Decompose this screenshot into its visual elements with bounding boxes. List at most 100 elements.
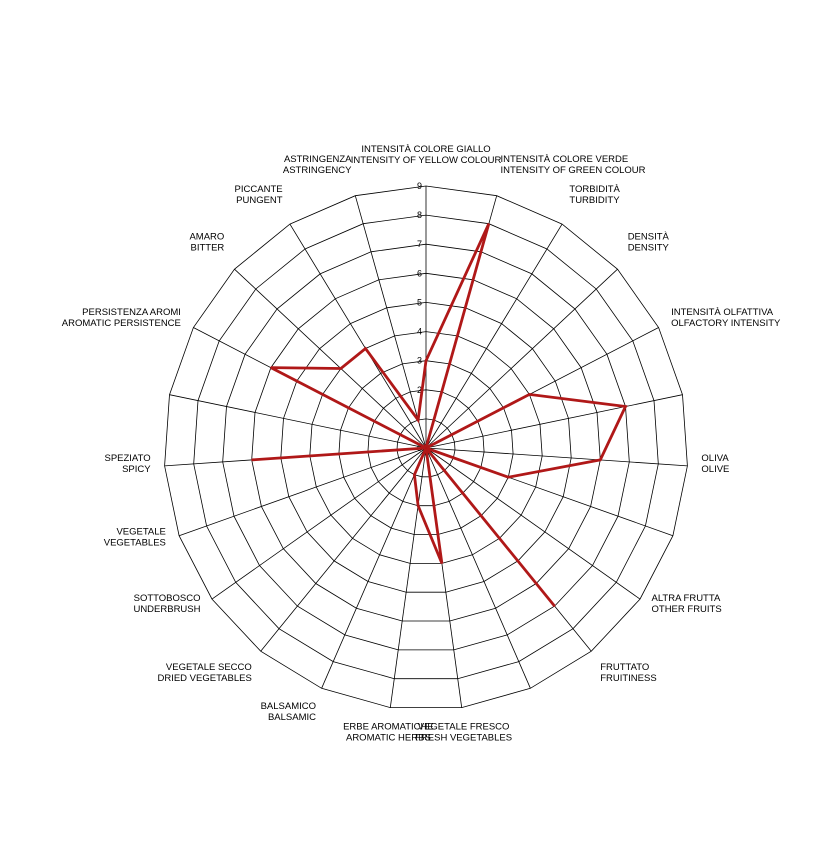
spoke-16 bbox=[178, 447, 427, 537]
axis-label-it: SOTTOBOSCO bbox=[134, 593, 201, 604]
axis-label-en: DRIED VEGETABLES bbox=[157, 673, 251, 684]
tick-label-5: 5 bbox=[417, 297, 422, 307]
axis-label-en: PUNGENT bbox=[236, 195, 283, 206]
spoke-10 bbox=[425, 447, 531, 689]
spoke-18 bbox=[169, 394, 427, 449]
axis-label-en: INTENSITY OF GREEN COLOUR bbox=[501, 165, 646, 176]
grid-ring-5 bbox=[280, 301, 572, 593]
spoke-20 bbox=[234, 268, 427, 449]
data-point-19 bbox=[270, 367, 272, 369]
axis-label-it: ERBE AROMATICHE bbox=[343, 721, 434, 732]
spoke-6 bbox=[425, 447, 688, 467]
spoke-22 bbox=[354, 195, 427, 449]
axis-label-it: ASTRINGENZA bbox=[284, 154, 352, 165]
axis-label-en: AROMATIC PERSISTENCE bbox=[62, 318, 181, 329]
axis-label-en: VEGETABLES bbox=[104, 537, 166, 548]
axis-label-en: OTHER FRUITS bbox=[652, 604, 722, 615]
grid-ring-2 bbox=[367, 389, 485, 507]
axis-label-it: SPEZIATO bbox=[104, 453, 150, 464]
data-point-22 bbox=[417, 419, 419, 421]
spoke-15 bbox=[211, 447, 427, 600]
data-point-4 bbox=[528, 393, 531, 395]
axis-label-it: AMARO bbox=[189, 232, 224, 243]
axis-label-it: DENSITÀ bbox=[628, 232, 670, 243]
radar-spokes bbox=[164, 186, 688, 708]
tick-label-3: 3 bbox=[417, 356, 422, 366]
axis-label-it: PICCANTE bbox=[235, 184, 283, 195]
axis-label-en: OLFACTORY INTENSITY bbox=[671, 318, 781, 329]
grid-ring-4 bbox=[309, 331, 543, 564]
axis-label-en: ASTRINGENCY bbox=[283, 165, 352, 176]
axis-label-en: UNDERBRUSH bbox=[133, 604, 200, 615]
data-point-20 bbox=[340, 367, 342, 370]
grid-ring-9 bbox=[164, 185, 688, 708]
axis-label-en: BALSAMIC bbox=[268, 712, 316, 723]
axis-label-it: VEGETALE FRESCO bbox=[418, 721, 510, 732]
axis-label-it: OLIVA bbox=[701, 453, 729, 464]
axis-label-it: TORBIDITÀ bbox=[569, 184, 620, 195]
series-polygon-group bbox=[251, 223, 628, 607]
radar-grid bbox=[164, 185, 688, 708]
spoke-8 bbox=[425, 447, 641, 600]
data-point-11 bbox=[441, 562, 443, 565]
data-point-21 bbox=[364, 347, 367, 350]
data-point-0 bbox=[425, 360, 427, 362]
axis-label-en: AROMATIC HERBS bbox=[346, 732, 431, 743]
data-point-18 bbox=[425, 447, 427, 449]
axis-label-it: PERSISTENZA AROMI bbox=[82, 307, 181, 318]
axis-label-it: ALTRA FRUTTA bbox=[652, 593, 721, 604]
data-point-1 bbox=[488, 223, 490, 225]
tick-label-4: 4 bbox=[417, 327, 422, 337]
spoke-13 bbox=[321, 447, 427, 689]
data-point-17 bbox=[251, 459, 253, 461]
grid-ring-6 bbox=[251, 272, 601, 622]
axis-label-it: INTENSITÀ COLORE GIALLO bbox=[361, 144, 490, 155]
axis-label-it: FRUTTATO bbox=[600, 662, 649, 673]
tick-label-8: 8 bbox=[417, 210, 422, 220]
data-point-13 bbox=[413, 474, 415, 476]
axis-label-en: OLIVE bbox=[701, 464, 729, 475]
spoke-2 bbox=[425, 223, 563, 449]
tick-label-6: 6 bbox=[417, 268, 422, 278]
data-point-5 bbox=[624, 405, 627, 408]
axis-label-en: DENSITY bbox=[628, 243, 670, 254]
spoke-14 bbox=[260, 447, 427, 652]
axis-label-en: TURBIDITY bbox=[569, 195, 620, 206]
tick-label-2: 2 bbox=[417, 385, 422, 395]
axis-label-it: VEGETALE bbox=[116, 526, 165, 537]
spoke-5 bbox=[425, 394, 683, 449]
spoke-21 bbox=[289, 223, 427, 449]
data-point-9 bbox=[554, 605, 556, 607]
grid-ring-3 bbox=[338, 360, 514, 535]
data-point-7 bbox=[507, 476, 509, 478]
spoke-3 bbox=[425, 268, 618, 449]
axis-label-it: INTENSITÀ COLORE VERDE bbox=[501, 154, 629, 165]
series-line bbox=[251, 223, 628, 607]
data-point-12 bbox=[417, 505, 419, 507]
grid-ring-7 bbox=[222, 243, 630, 651]
spoke-12 bbox=[389, 447, 427, 708]
axis-label-it: VEGETALE SECCO bbox=[166, 662, 252, 673]
axis-label-it: BALSAMICO bbox=[261, 701, 316, 712]
axis-label-it: INTENSITÀ OLFATTIVA bbox=[671, 307, 774, 318]
axis-label-en: BITTER bbox=[191, 243, 225, 254]
